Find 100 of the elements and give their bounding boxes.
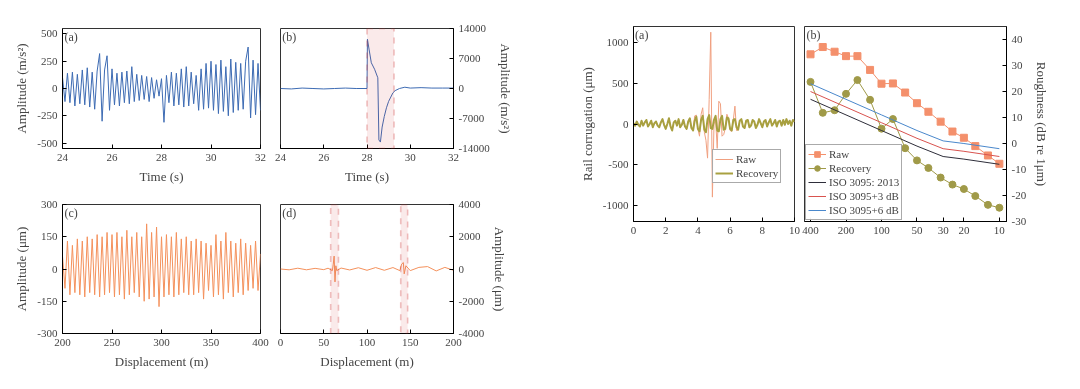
point (959, 133, 968, 142)
point (901, 144, 910, 153)
y-tick-label: 300 (41, 198, 58, 210)
annotation: (c) (64, 205, 78, 220)
line-series (62, 223, 261, 308)
point (924, 163, 933, 172)
x-tick-label: 100 (358, 335, 376, 348)
x-tick-label: 400 (252, 335, 270, 348)
y-tick-label: 0 (623, 117, 629, 130)
x-tick-label: 200 (837, 223, 855, 236)
y-tick-label: 7000 (458, 52, 481, 64)
point (959, 185, 968, 193)
y-tick-label: -10 (1011, 163, 1027, 175)
x-tick-label: 10 (993, 223, 1006, 236)
x-tick-label: 8 (759, 223, 766, 236)
y-tick-label: -1000 (602, 198, 629, 211)
legend-label: Raw (736, 152, 757, 166)
y-tick-label: 14000 (458, 22, 487, 34)
y-tick-label: -500 (37, 136, 58, 149)
point (853, 52, 862, 61)
x-tick-label: 10 (789, 223, 801, 236)
point (912, 99, 921, 108)
y-tick-label: 4000 (458, 198, 481, 210)
y-tick-label: 0 (458, 82, 465, 94)
x-tick-label: 2 (662, 223, 669, 236)
x-axis-title: Displacement (m) (320, 353, 414, 369)
legend-label: ISO 3095+6 dB (829, 203, 899, 217)
x-tick-label: 300 (153, 335, 171, 348)
x-tick-label: 32 (255, 150, 266, 163)
x-tick-label: 32 (448, 150, 459, 163)
point (853, 76, 862, 85)
x-tick-label: 4 (695, 223, 702, 236)
point (818, 108, 827, 117)
point (948, 127, 957, 136)
y-tick-label: -500 (608, 158, 629, 171)
point (806, 50, 815, 59)
x-axis-title: Displacement (m) (114, 353, 209, 369)
point (995, 203, 1004, 212)
x-tick-label: 50 (911, 223, 923, 236)
y-tick-label: 250 (41, 54, 58, 67)
y-axis-title: Amplitude (m/s²) (497, 43, 513, 134)
x-tick-label: 24 (275, 150, 287, 163)
x-tick-label: 350 (202, 335, 220, 348)
annotation: (b) (282, 29, 297, 44)
point (842, 89, 851, 98)
y-tick-label: 0 (458, 262, 465, 275)
point (936, 117, 945, 126)
y-tick-label: 10 (1011, 111, 1023, 123)
x-tick-label: 6 (727, 223, 734, 236)
x-tick-label: 30 (937, 223, 950, 236)
x-axis-title: Time (s) (345, 168, 389, 184)
x-tick-label: 28 (156, 150, 168, 163)
point (806, 77, 815, 86)
annotation: (a) (64, 29, 78, 44)
point (912, 156, 921, 165)
legend-label: Recovery (736, 166, 779, 180)
point (936, 173, 945, 182)
x-axis-title: Time (s) (139, 168, 184, 184)
y-tick-label: 40 (1011, 33, 1023, 45)
y-tick-label: -30 (1011, 215, 1027, 227)
x-tick-label: 26 (318, 150, 330, 163)
x-tick-label: 28 (361, 150, 373, 163)
x-tick-label: 24 (57, 150, 69, 163)
y-tick-label: 500 (41, 27, 58, 40)
legend-label: ISO 3095: 2013 (829, 175, 900, 189)
y-tick-label: -2000 (458, 294, 485, 307)
point (983, 200, 992, 209)
legend-label: Recovery (829, 161, 872, 175)
annotation: (d) (282, 205, 297, 220)
legend-label: Raw (829, 147, 850, 161)
y-axis-title: Amplitude (μm) (14, 226, 30, 312)
y-tick-label: -20 (1011, 189, 1027, 201)
y-tick-label: 0 (1011, 137, 1018, 149)
y-tick-label: -14000 (458, 142, 491, 154)
line-series (633, 114, 795, 134)
x-tick-label: 0 (630, 223, 637, 236)
y-axis-title: Amplitude (m/s²) (14, 43, 30, 134)
x-tick-label: 50 (318, 335, 330, 348)
x-tick-label: 150 (402, 335, 419, 348)
point (866, 95, 875, 104)
y-tick-label: -250 (37, 109, 58, 122)
y-tick-label: 0 (52, 262, 58, 275)
line-series (62, 46, 261, 123)
point (830, 47, 839, 56)
x-tick-label: 0 (277, 335, 284, 348)
annotation: (a) (635, 28, 649, 43)
y-tick-label: -150 (37, 294, 58, 307)
y-tick-label: 20 (1011, 85, 1023, 97)
legend-label: ISO 3095+3 dB (829, 189, 899, 203)
annotation: (b) (806, 28, 821, 43)
x-tick-label: 400 (802, 223, 820, 236)
point (888, 79, 897, 88)
point (818, 43, 827, 52)
point (924, 107, 933, 116)
y-tick-label: 0 (52, 82, 58, 94)
x-tick-label: 26 (106, 150, 118, 163)
y-tick-label: 30 (1011, 59, 1023, 71)
y-tick-label: -7000 (458, 112, 485, 124)
x-tick-label: 30 (205, 150, 217, 163)
y-tick-label: 500 (612, 76, 629, 89)
